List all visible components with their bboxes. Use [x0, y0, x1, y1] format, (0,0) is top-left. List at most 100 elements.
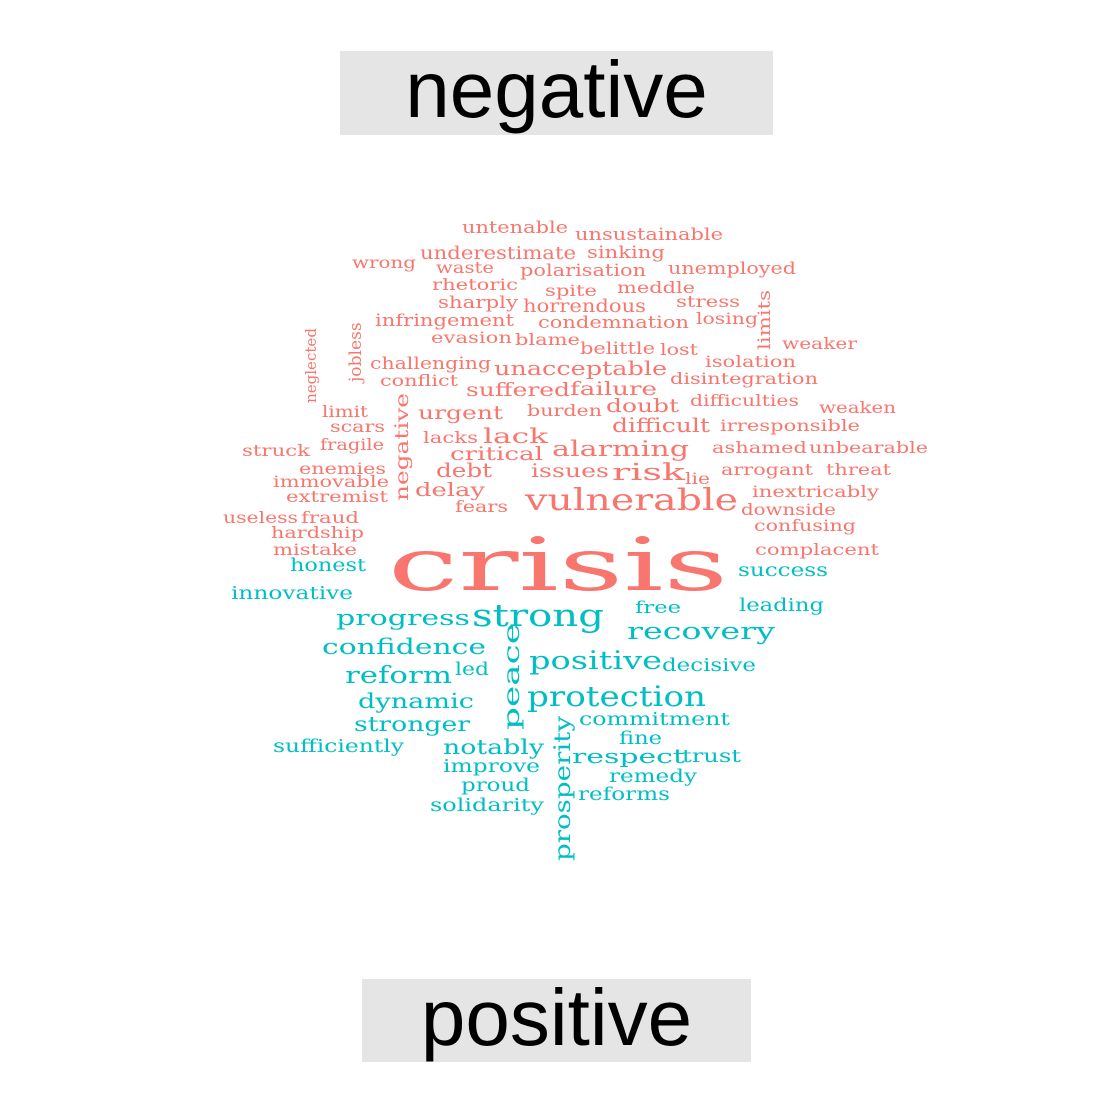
- word-arrogant: arrogant: [721, 460, 814, 480]
- word-trust: trust: [682, 746, 741, 768]
- word-urgent: urgent: [418, 401, 504, 424]
- word-leading: leading: [739, 595, 824, 617]
- word-reforms: reforms: [578, 784, 670, 806]
- word-complacent: complacent: [755, 540, 879, 560]
- word-meddle: meddle: [617, 278, 696, 298]
- word-fraud: fraud: [301, 508, 360, 528]
- word-failure: failure: [570, 377, 657, 400]
- word-losing: losing: [696, 309, 759, 329]
- word-unemployed: unemployed: [668, 259, 796, 280]
- word-stronger: stronger: [354, 711, 471, 736]
- word-useless: useless: [223, 508, 298, 528]
- word-hardship: hardship: [271, 523, 364, 543]
- word-lie: lie: [685, 469, 711, 489]
- word-conflict: conflict: [380, 371, 459, 391]
- word-sinking: sinking: [587, 243, 665, 264]
- word-unsustainable: unsustainable: [575, 225, 724, 246]
- word-doubt: doubt: [606, 394, 680, 417]
- word-polarisation: polarisation: [520, 261, 647, 282]
- word-positive: positive: [529, 645, 663, 676]
- word-vulnerable: vulnerable: [525, 482, 738, 517]
- word-strong: strong: [472, 598, 604, 634]
- word-limit: limit: [322, 402, 369, 422]
- word-limits: limits: [755, 290, 776, 350]
- word-sharply: sharply: [438, 293, 519, 314]
- word-risk: risk: [612, 457, 685, 486]
- word-prosperity: prosperity: [549, 716, 576, 861]
- word-confidence: confidence: [322, 634, 487, 660]
- word-condemnation: condemnation: [538, 313, 690, 334]
- word-fears: fears: [455, 497, 509, 517]
- word-enemies: enemies: [299, 459, 387, 479]
- word-weaker: weaker: [782, 334, 857, 354]
- word-issues: issues: [531, 459, 609, 482]
- word-confusing: confusing: [754, 516, 857, 536]
- positive-label: positive: [420, 972, 693, 1062]
- word-delay: delay: [415, 478, 486, 501]
- word-negative: negative: [390, 393, 413, 501]
- word-disintegration: disintegration: [670, 369, 818, 389]
- word-commitment: commitment: [579, 709, 730, 731]
- word-burden: burden: [527, 401, 603, 421]
- word-horrendous: horrendous: [523, 296, 646, 318]
- word-proud: proud: [461, 775, 530, 797]
- word-innovative: innovative: [231, 583, 354, 605]
- word-extremist: extremist: [286, 487, 388, 507]
- word-lost: lost: [660, 340, 698, 360]
- word-led: led: [455, 659, 490, 681]
- word-lacks: lacks: [423, 428, 479, 448]
- word-recovery: recovery: [627, 616, 776, 645]
- word-free: free: [635, 598, 681, 619]
- word-neglected: neglected: [302, 328, 321, 403]
- word-ashamed: ashamed: [712, 438, 807, 458]
- word-underestimate: underestimate: [420, 243, 576, 265]
- word-jobless: jobless: [346, 322, 367, 382]
- word-struck: struck: [242, 441, 310, 461]
- word-inextricably: inextricably: [752, 482, 879, 502]
- word-unbearable: unbearable: [809, 438, 929, 458]
- word-weaken: weaken: [819, 398, 897, 418]
- word-dynamic: dynamic: [358, 688, 474, 713]
- word-protection: protection: [527, 680, 707, 713]
- word-lack: lack: [483, 423, 548, 448]
- word-stress: stress: [676, 292, 741, 312]
- word-rhetoric: rhetoric: [432, 275, 518, 295]
- word-solidarity: solidarity: [430, 795, 544, 817]
- word-immovable: immovable: [273, 472, 389, 492]
- word-remedy: remedy: [609, 766, 697, 788]
- word-irresponsible: irresponsible: [720, 416, 861, 436]
- word-challenging: challenging: [370, 354, 492, 375]
- word-threat: threat: [826, 460, 891, 480]
- negative-label: negative: [405, 45, 708, 134]
- word-scars: scars: [330, 417, 385, 437]
- word-isolation: isolation: [705, 352, 796, 372]
- word-respect: respect: [572, 743, 685, 768]
- word-fine: fine: [619, 728, 662, 750]
- word-reform: reform: [345, 660, 453, 689]
- word-debt: debt: [436, 457, 492, 482]
- word-difficulties: difficulties: [690, 391, 799, 411]
- word-mistake: mistake: [273, 540, 357, 560]
- word-downside: downside: [741, 500, 836, 520]
- word-decisive: decisive: [662, 655, 757, 677]
- word-improve: improve: [443, 756, 541, 778]
- negative-label-box: negative: [340, 45, 773, 135]
- word-progress: progress: [336, 605, 470, 631]
- word-sufficiently: sufficiently: [273, 736, 405, 758]
- word-evasion: evasion: [431, 328, 512, 348]
- word-peace: peace: [498, 622, 525, 730]
- word-fragile: fragile: [320, 435, 385, 455]
- word-untenable: untenable: [462, 218, 568, 239]
- word-difficult: difficult: [612, 412, 710, 437]
- word-alarming: alarming: [552, 436, 690, 462]
- word-belittle: belittle: [580, 339, 656, 360]
- word-blame: blame: [515, 330, 580, 350]
- word-honest: honest: [290, 555, 366, 577]
- positive-label-box: positive: [362, 972, 751, 1062]
- word-wrong: wrong: [352, 253, 416, 273]
- word-infringement: infringement: [375, 311, 514, 332]
- word-waste: waste: [436, 258, 494, 278]
- word-suffered: suffered: [466, 378, 571, 401]
